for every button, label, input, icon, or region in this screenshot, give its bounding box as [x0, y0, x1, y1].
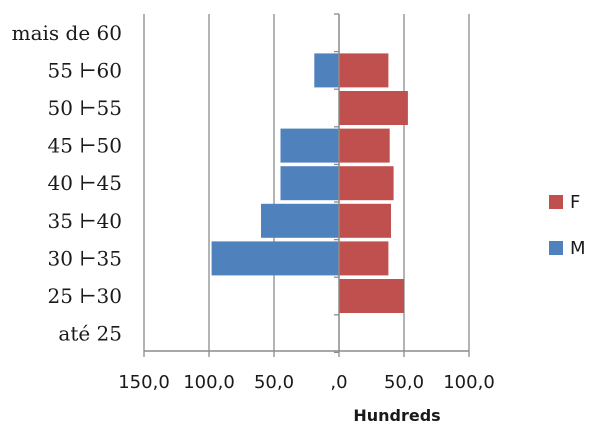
bar-F-7 — [339, 279, 404, 313]
x-tick-label: ,0 — [330, 372, 347, 393]
category-label: 30 ⊢35 — [48, 246, 122, 270]
bar-F-6 — [339, 241, 389, 276]
bar-M-5 — [261, 203, 339, 238]
legend-swatch-M — [549, 241, 563, 255]
legend-label-M: M — [570, 238, 586, 259]
category-label: 40 ⊢45 — [48, 171, 122, 195]
category-label: 25 ⊢30 — [48, 284, 122, 308]
axes — [143, 13, 470, 357]
category-labels: mais de 60 55 ⊢60 50 ⊢55 45 ⊢50 40 ⊢45 35 ⊢40… — [12, 21, 122, 346]
category-label: 55 ⊢60 — [48, 58, 122, 82]
legend: FM — [549, 192, 586, 259]
bar-F-1 — [339, 53, 389, 88]
category-label: 50 ⊢55 — [48, 96, 122, 120]
x-tick-labels: 150,0 100,0 50,0 ,0 50,0 100,0 — [118, 372, 495, 393]
bar-M-4 — [280, 166, 339, 201]
x-tick-label: 100,0 — [183, 372, 235, 393]
x-tick-label: 150,0 — [118, 372, 170, 393]
category-label: mais de 60 — [12, 21, 122, 45]
bar-M-1 — [314, 53, 339, 88]
bar-F-5 — [339, 203, 391, 238]
x-tick-label: 50,0 — [384, 372, 424, 393]
x-tick-label: 50,0 — [254, 372, 294, 393]
bar-F-2 — [339, 91, 408, 125]
bar-M-3 — [280, 128, 339, 163]
legend-swatch-F — [549, 195, 563, 209]
legend-label-F: F — [570, 192, 580, 213]
bar-F-4 — [339, 166, 394, 201]
category-label: 35 ⊢40 — [48, 209, 122, 233]
bars — [211, 53, 408, 313]
bar-F-3 — [339, 128, 390, 163]
bar-M-6 — [211, 241, 339, 276]
category-label: 45 ⊢50 — [48, 134, 122, 158]
x-axis-title: Hundreds — [353, 406, 440, 425]
category-label: até 25 — [58, 322, 122, 346]
x-tick-label: 100,0 — [443, 372, 495, 393]
